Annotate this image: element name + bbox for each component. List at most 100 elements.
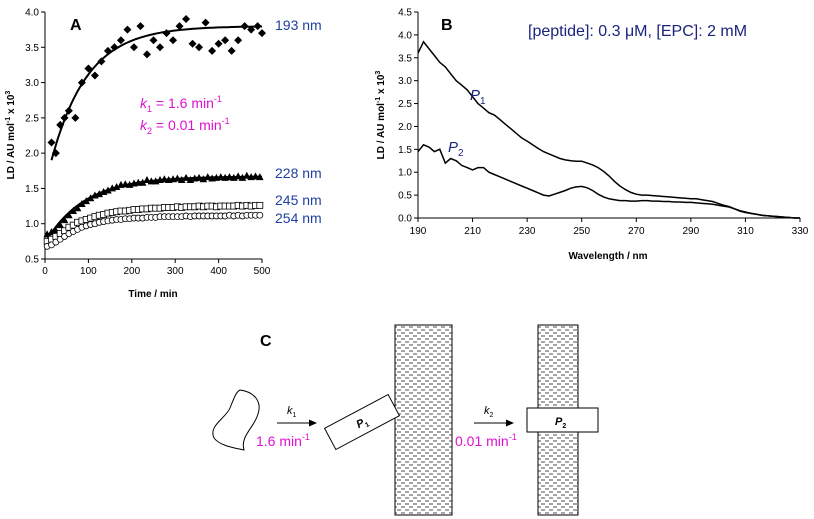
data-point-193-nm [64,106,73,115]
data-point-193-nm [103,46,112,55]
b-ytick-label: 2.5 [398,99,412,110]
unfolded-peptide-icon [212,389,260,451]
data-point-228-nm [43,230,51,238]
a-ytick-label: 1.0 [25,219,39,230]
data-point-228-nm [69,207,78,215]
data-point-193-nm [97,57,106,66]
a-ytick-label: 3.5 [25,43,39,54]
series-label-193-nm: 193 nm [275,17,322,33]
a-xtick-label: 200 [123,266,140,277]
a-ytick-label: 3.0 [25,78,39,89]
data-point-228-nm [95,190,104,198]
data-point-193-nm [123,25,132,34]
data-point-193-nm [188,39,197,48]
data-point-193-nm [234,36,243,45]
data-point-193-nm [208,46,217,55]
b-xtick-label: 250 [573,226,590,237]
fit-curve-193-nm [50,25,262,161]
k2-annotation: k2 = 0.01 min-1 [140,116,230,136]
spectrum-line-P1 [417,40,800,219]
data-point-228-nm [138,178,147,186]
data-point-193-nm [56,120,65,129]
data-point-228-nm [199,175,208,183]
data-point-193-nm [195,43,204,52]
data-point-228-nm [177,175,186,183]
data-point-228-nm [234,172,242,180]
b-ytick-label: 0.0 [398,214,412,225]
data-point-228-nm [203,173,212,181]
data-point-228-nm [143,175,151,183]
b-xtick-label: 210 [464,226,481,237]
panel-a-y-label: LD / AU mol-1 x 103 [5,91,17,180]
data-point-193-nm [221,36,230,45]
data-point-228-nm [104,186,112,194]
panel-b-ticks: 0.0 0.5 1.0 1.5 2.0 2.5 3.0 3.5 4.0 4.5 190 210 230 2… [398,8,809,238]
data-point-193-nm [116,36,125,45]
data-point-245-nm [256,201,264,209]
data-point-193-nm [90,71,99,80]
a-xtick-label: 500 [254,266,271,277]
data-point-193-nm [51,149,60,158]
panel-a-label: A [70,17,82,34]
membrane-bilayer-1-texture [395,325,452,515]
data-point-193-nm [162,29,171,38]
panel-b-x-label: Wavelength / nm [568,251,647,262]
data-point-228-nm [195,173,203,181]
b-ytick-label: 3.0 [398,76,412,87]
data-point-193-nm [258,29,266,38]
data-point-193-nm [60,113,69,122]
data-point-193-nm [253,22,262,31]
a-xtick-label: 400 [210,266,227,277]
data-point-193-nm [227,46,236,55]
panel-b-label: B [441,17,453,34]
data-point-193-nm [71,113,80,122]
p2-inserted-peptide [526,407,599,433]
k2-arrowhead-icon [506,419,514,427]
data-point-228-nm [112,183,121,191]
p2-curve-label: P2 [448,139,464,159]
data-point-193-nm [169,36,178,45]
scheme-k1-label: k1 [287,405,297,419]
panel-a-series-labels: 193 nm 228 nm 245 nm 254 nm [275,17,322,226]
data-point-228-nm [243,171,251,179]
a-ytick-label: 0.5 [25,255,39,266]
data-point-193-nm [47,138,56,147]
k1-arrowhead-icon [309,419,317,427]
panel-b-chart: B 0.0 0.5 1.0 1.5 2.0 2.5 3.0 3.5 4.0 4.5 190 210 23… [375,8,809,263]
panel-a-data-points [43,15,266,250]
data-point-228-nm [78,199,86,207]
a-xtick-label: 100 [80,266,97,277]
data-point-193-nm [129,43,138,52]
data-point-193-nm [247,25,256,34]
data-point-228-nm [173,174,182,182]
data-point-228-nm [256,173,264,181]
data-point-228-nm [86,194,95,202]
scheme-k2-label: k2 [484,405,494,419]
scheme-rate1: 1.6 min-1 [256,432,310,449]
b-ytick-label: 4.5 [398,8,412,19]
a-ytick-label: 2.0 [25,149,39,160]
data-point-193-nm [201,18,210,27]
b-ytick-label: 1.0 [398,168,412,179]
data-point-193-nm [156,43,165,52]
b-ytick-label: 4.0 [398,30,412,41]
data-point-193-nm [214,39,223,48]
b-ytick-label: 0.5 [398,191,412,202]
b-xtick-label: 230 [519,226,536,237]
series-label-228-nm: 228 nm [275,165,322,181]
data-point-228-nm [56,221,64,229]
b-xtick-label: 310 [737,226,754,237]
b-xtick-label: 270 [628,226,645,237]
data-point-193-nm [142,50,151,59]
data-point-254-nm [256,211,264,219]
b-ytick-label: 2.0 [398,122,412,133]
data-point-228-nm [60,216,69,224]
data-point-193-nm [149,36,158,45]
b-xtick-label: 330 [792,226,809,237]
data-point-228-nm [182,173,190,181]
spectrum-line-P2 [417,143,800,219]
series-label-254-nm: 254 nm [275,210,322,226]
data-point-193-nm [240,22,249,31]
a-ytick-label: 4.0 [25,8,39,19]
